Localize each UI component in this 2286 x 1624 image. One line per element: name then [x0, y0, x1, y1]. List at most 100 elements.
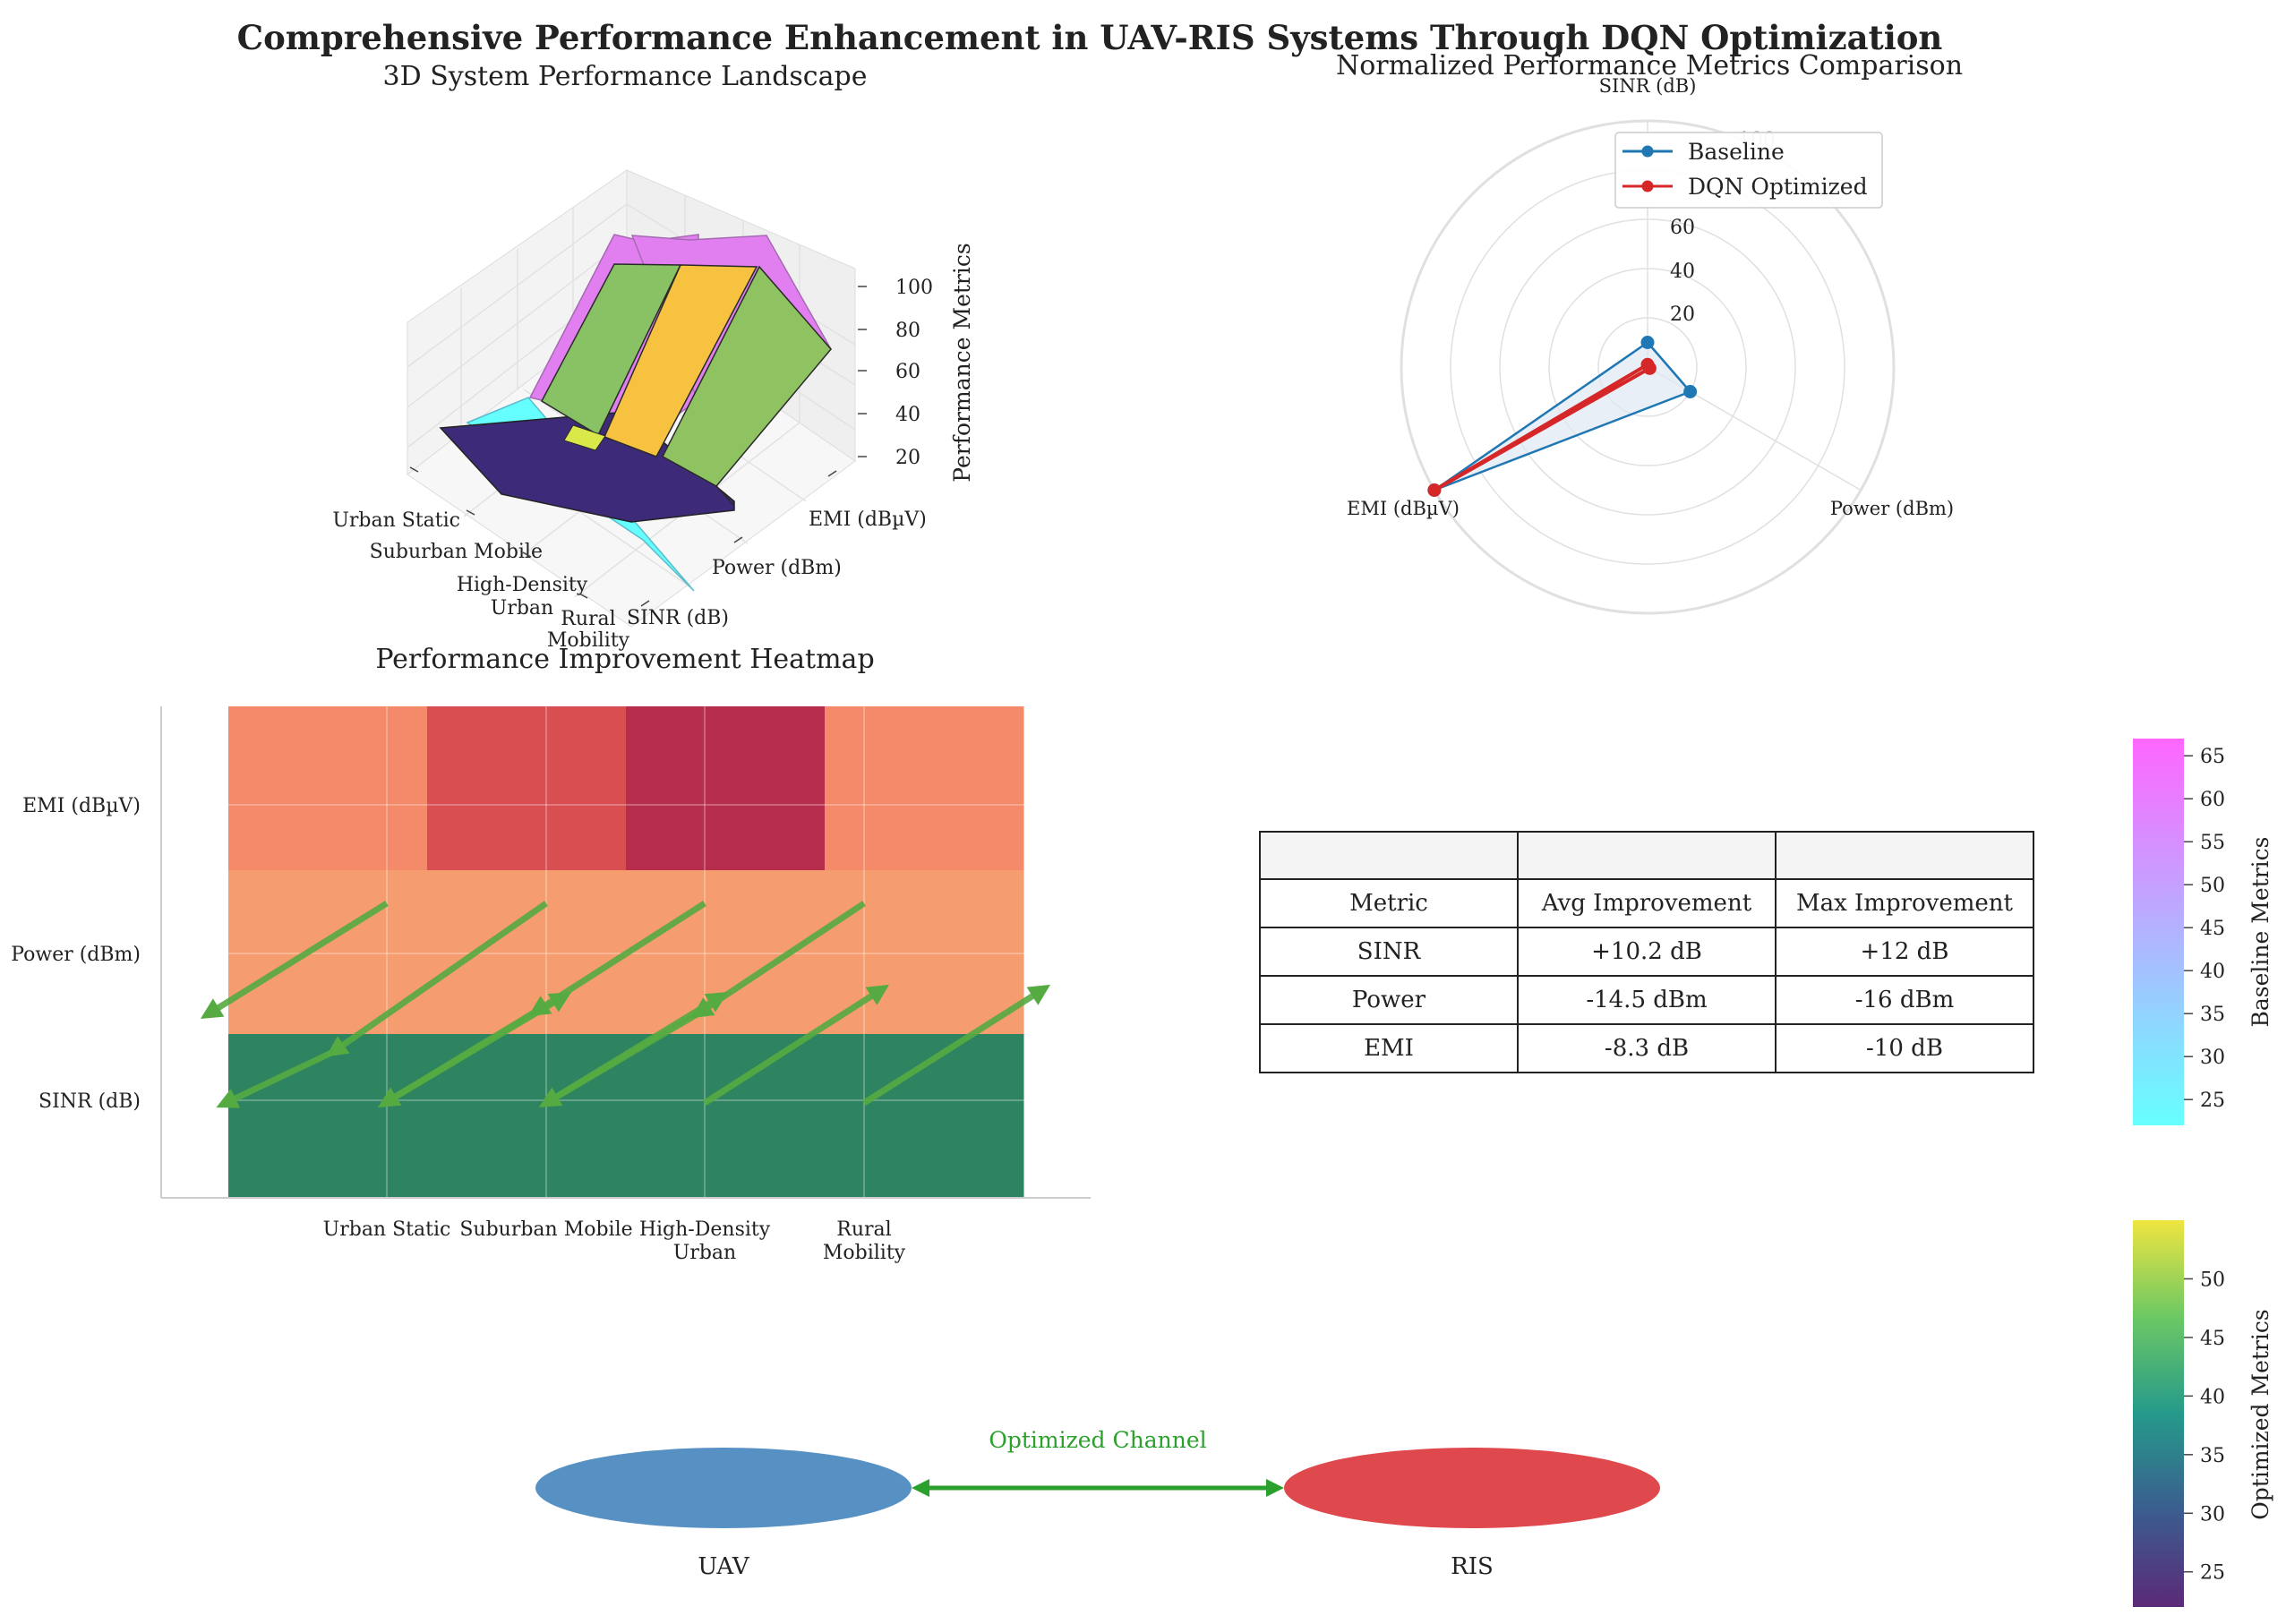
radar-axis-labels: SINR (dB) Power (dBm) EMI (dBµV)	[1347, 75, 1954, 519]
table-cell: Power	[1259, 975, 1519, 1025]
table-cell: -14.5 dBm	[1517, 975, 1777, 1025]
z-tick-label: 100	[895, 277, 933, 299]
heatmap-cell	[626, 1034, 826, 1199]
x-category-label: High-Density	[457, 574, 588, 596]
y-category-labels: SINR (dB) Power (dBm) EMI (dBµV)	[627, 470, 927, 629]
y-category-label: EMI (dBµV)	[809, 509, 927, 531]
x-category-label: Suburban Mobile	[370, 541, 543, 563]
x-category-label: Urban Static	[332, 509, 460, 532]
colorbar-tick-label: 50	[2200, 875, 2225, 897]
z-ticks: 20 40 60 80 100	[858, 277, 933, 469]
table-cell: +10.2 dB	[1517, 927, 1777, 977]
heatmap-row-labels: EMI (dBµV) Power (dBm) SINR (dB)	[11, 795, 141, 1113]
colorbar-tick-label: 35	[2200, 1445, 2225, 1467]
colorbar-tick-label: 40	[2200, 1386, 2225, 1408]
table-row: EMI -8.3 dB -10 dB	[1259, 1023, 2034, 1073]
table-header-row	[1259, 831, 2034, 880]
table-row: Power -14.5 dBm -16 dBm	[1259, 975, 2034, 1025]
channel-label: Optimized Channel	[989, 1427, 1206, 1453]
z-tick-label: 80	[895, 320, 920, 342]
heatmap-arrow	[862, 984, 1051, 1106]
table-header-cell	[1517, 831, 1777, 880]
uav-ris-diagram: Optimized Channel UAV RIS	[535, 1427, 1660, 1580]
table-cell: SINR	[1259, 927, 1519, 977]
colorbar-tick-label: 45	[2200, 918, 2225, 940]
heatmap-row-label: EMI (dBµV)	[22, 795, 141, 817]
z-axis-label: Performance Metrics	[949, 243, 975, 482]
table-cell: Max Improvement	[1775, 878, 2034, 928]
z-tick-label: 20	[895, 447, 920, 469]
radar-point	[1683, 385, 1698, 398]
optimized-surface-yellow	[603, 264, 758, 457]
colorbar-tick-label: 40	[2200, 961, 2225, 983]
colorbar-tick-label: 25	[2200, 1090, 2225, 1112]
heatmap-cell	[228, 706, 428, 871]
ris-node	[1284, 1448, 1660, 1528]
heatmap-row-label: SINR (dB)	[39, 1090, 141, 1113]
x-category-label: Urban	[491, 597, 553, 620]
x-category-label: Mobility	[547, 629, 630, 652]
colorbar-tick-label: 50	[2200, 1269, 2225, 1291]
table-cell: Avg Improvement	[1517, 878, 1777, 928]
radar-point	[1427, 483, 1442, 497]
radar-point	[1640, 336, 1655, 349]
heatmap-cell	[427, 706, 627, 871]
ris-label: RIS	[1451, 1553, 1494, 1580]
legend-optimized-marker	[1641, 180, 1654, 192]
table-row: Metric Avg Improvement Max Improvement	[1259, 878, 2034, 928]
radar-series	[1427, 336, 1698, 497]
heatmap-cell	[626, 706, 826, 871]
colorbar-baseline-ticks: 25 30 35 40 45 50 55 60 65	[2184, 746, 2225, 1112]
uav-label: UAV	[698, 1553, 750, 1580]
colorbar-baseline-label: Baseline Metrics	[2247, 837, 2273, 1028]
colorbar-tick-label: 45	[2200, 1328, 2225, 1350]
table-header-cell	[1259, 831, 1519, 880]
table-cell: -10 dB	[1775, 1023, 2034, 1073]
heatmap-col-label: Urban Static	[323, 1218, 451, 1241]
heatmap-row-label: Power (dBm)	[11, 944, 141, 966]
colorbar-tick-label: 65	[2200, 746, 2225, 768]
heatmap-arrow	[200, 901, 389, 1020]
table-cell: +12 dB	[1775, 927, 2034, 977]
table-cell: -8.3 dB	[1517, 1023, 1777, 1073]
y-category-label: Power (dBm)	[712, 557, 842, 579]
heatmap-arrow	[703, 984, 890, 1106]
colorbar-tick-label: 30	[2200, 1047, 2225, 1069]
heatmap-col-label: High-Density	[639, 1218, 771, 1241]
surface3d-title: 3D System Performance Landscape	[383, 61, 868, 92]
heatmap-arrows	[200, 901, 1051, 1108]
z-tick-label: 40	[895, 404, 920, 426]
heatmap-col-label: Rural	[836, 1218, 891, 1241]
radar-axis-label: SINR (dB)	[1599, 75, 1697, 97]
legend-optimized-label: DQN Optimized	[1688, 174, 1868, 200]
heatmap-title: Performance Improvement Heatmap	[375, 644, 874, 675]
radar-axis-label: Power (dBm)	[1830, 498, 1954, 519]
colorbar-baseline-gradient	[2133, 739, 2184, 1125]
heatmap-col-label: Suburban Mobile	[459, 1218, 632, 1241]
colorbar-tick-label: 25	[2200, 1562, 2225, 1585]
heatmap-arrow	[216, 1048, 335, 1108]
surface3d-panel: 3D System Performance Landscape	[332, 61, 975, 652]
heatmap-panel: Performance Improvement Heatmap EMI (dBµ…	[11, 644, 1091, 1264]
radar-legend: Baseline DQN Optimized	[1614, 132, 1883, 209]
colorbar-tick-label: 30	[2200, 1503, 2225, 1526]
heatmap-cell	[825, 1034, 1024, 1199]
colorbar-tick-label: 60	[2200, 789, 2225, 811]
radar-point	[1642, 361, 1657, 375]
y-category-label: SINR (dB)	[627, 607, 729, 629]
heatmap-arrow	[383, 992, 572, 1107]
uav-node	[535, 1448, 912, 1528]
legend-baseline-label: Baseline	[1688, 139, 1785, 165]
heatmap-col-label: Mobility	[823, 1242, 906, 1264]
colorbar-optimized-gradient	[2133, 1220, 2184, 1607]
radar-r-tick: 40	[1670, 261, 1695, 283]
table-cell: -16 dBm	[1775, 975, 2034, 1025]
radar-r-tick: 20	[1670, 303, 1695, 326]
optimized-surface-green-right	[662, 265, 832, 487]
table-header-cell	[1775, 831, 2034, 880]
colorbar-tick-label: 55	[2200, 832, 2225, 854]
colorbar-optimized-ticks: 25 30 35 40 45 50	[2184, 1269, 2225, 1585]
heatmap-cell	[825, 706, 1024, 871]
improvement-table: Metric Avg Improvement Max Improvement S…	[1259, 831, 2034, 1073]
